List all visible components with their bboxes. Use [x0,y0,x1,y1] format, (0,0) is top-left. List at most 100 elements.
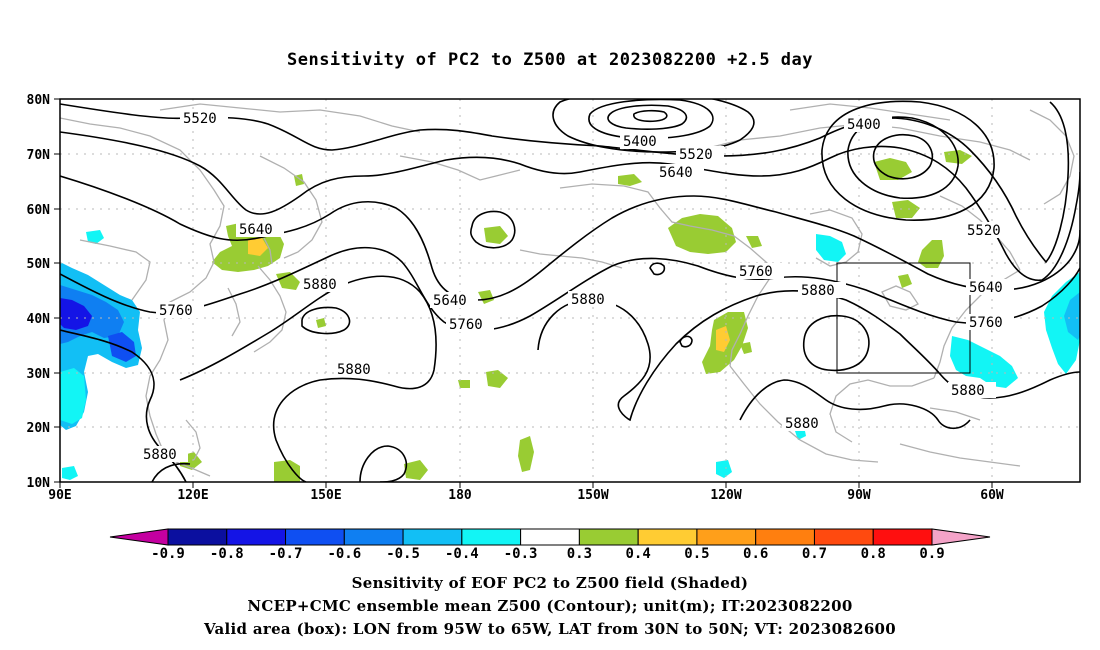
lon-label-60w: 60W [980,488,1004,503]
longitude-axis: 90E 120E 150E 180 150W 120W 90W 60W [48,482,1004,503]
lon-label-90e: 90E [48,488,71,503]
contour-closed-us [802,314,870,372]
contour-labels: 5520 5400 5520 5400 5640 5640 5520 5880 … [140,110,1014,463]
colorbar-tip-right [931,528,991,546]
contour-5640-north [60,131,1080,281]
positive-shading-pacific-1 [484,226,508,244]
caption-contour: NCEP+CMC ensemble mean Z500 (Contour); u… [247,597,853,615]
contour-closed-pacific [359,445,408,482]
contour-label-5880-e: 5880 [951,383,985,399]
lat-label-10n: 10N [27,476,51,491]
negative-shading-spot-1 [86,230,104,244]
colorbar-cell [696,528,757,546]
positive-shading-pacific-2 [478,290,494,304]
contour-label-5880-a: 5880 [303,277,337,293]
contour-label-5760-c: 5760 [449,317,483,333]
lon-label-150w: 150W [577,488,608,503]
lon-label-120w: 120W [710,488,741,503]
colorbar-label: -0.7 [269,546,303,562]
coastline-greenland [1029,109,1075,205]
coastline-asia-east [60,117,225,477]
positive-shading-quebec [918,240,944,268]
coastline-us-west [729,277,771,367]
contour-low-pole [588,99,714,140]
colorbar-label: 0.5 [684,546,709,562]
lon-label-90w: 90W [847,488,871,503]
coastline-japan [253,265,287,353]
colorbar-label: 0.4 [626,546,651,562]
colorbar-cells [167,528,933,546]
caption-valid-area: Valid area (box): LON from 95W to 65W, L… [203,620,897,638]
contour-5880-south [151,462,191,482]
contour-label-5880-f: 5880 [785,416,819,432]
colorbar-label: -0.3 [504,546,538,562]
latitude-axis: 80N 70N 60N 50N 40N 30N 20N 10N [27,93,60,491]
negative-shading-east-us [950,336,1018,388]
positive-shading-alaska-spot [746,236,762,248]
positive-shading-pacific-3 [618,174,642,186]
contour-label-5400-a: 5400 [623,134,657,150]
colorbar-cell [343,528,404,546]
coastline-canada-islands [789,103,951,121]
coastline-cuba [929,407,981,421]
colorbar-tip-left [109,528,169,546]
contour-label-5400-b: 5400 [847,117,881,133]
contour-label-5880-d: 5880 [337,362,371,378]
coastline-alaska [559,183,781,277]
positive-shading-spot-14 [740,342,752,354]
positive-shading [180,150,972,482]
positive-shading-spot-10 [274,460,300,482]
lat-label-30n: 30N [27,367,51,382]
coastline-sakhalin [263,237,273,265]
negative-shading-hudson [816,234,846,262]
coastline-caribbean [899,443,1021,467]
colorbar-cell [755,528,815,546]
map-title: Sensitivity of PC2 to Z500 at 2023082200… [286,50,813,70]
lon-label-120e: 120E [177,488,208,503]
positive-shading-spot-9 [518,436,534,472]
coastlines [60,103,1075,477]
colorbar-cell [872,528,933,546]
colorbar-cell [520,528,580,546]
colorbar-cell [461,528,522,546]
negative-shading-asia-south [60,368,86,424]
negative-shading-spot-2 [716,460,732,478]
lon-label-150e: 150E [310,488,341,503]
lat-label-70n: 70N [27,148,51,163]
contour-5880-pacific [179,275,437,482]
colorbar-cell [578,528,639,546]
colorbar-label: -0.8 [210,546,244,562]
positive-shading-kuril [276,272,300,290]
coastline-asia-interior [79,239,151,301]
colorbar-cell [637,528,698,546]
contour-label-5520-c: 5520 [967,223,1001,239]
colorbar-label: -0.4 [445,546,479,562]
contour-low-pole-4 [552,99,755,153]
colorbar-label: 0.7 [802,546,827,562]
contour-low-canada-3 [821,100,995,221]
positive-shading-canada-1 [874,158,912,180]
coastline-hudson-bay [809,209,863,267]
positive-shading-spot-7 [486,370,508,388]
colorbar-label: 0.3 [567,546,592,562]
lat-label-80n: 80N [27,93,51,108]
lat-label-60n: 60N [27,203,51,218]
negative-shading-atlantic-core [1064,292,1080,340]
negative-shading-spot-3 [62,466,78,480]
positive-shading-gulf-alaska [668,214,736,254]
contour-closed-japan [301,306,351,335]
coastline-kamchatka [259,155,323,259]
colorbar-cell [402,528,463,546]
lat-label-20n: 20N [27,421,51,436]
contour-label-5880-g: 5880 [143,447,177,463]
contour-label-5640-d: 5640 [969,280,1003,296]
positive-shading-spot-13 [898,274,912,288]
coastline-great-lakes [881,285,919,311]
coastline-gulf-mexico [829,377,935,443]
contour-label-5760-a: 5760 [739,264,773,280]
caption-shading: Sensitivity of EOF PC2 to Z500 field (Sh… [351,574,749,592]
contour-label-5520-b: 5520 [679,147,713,163]
colorbar-cell [167,528,228,546]
contour-label-5760-b: 5760 [159,303,193,319]
contour-label-5520-a: 5520 [183,111,217,127]
